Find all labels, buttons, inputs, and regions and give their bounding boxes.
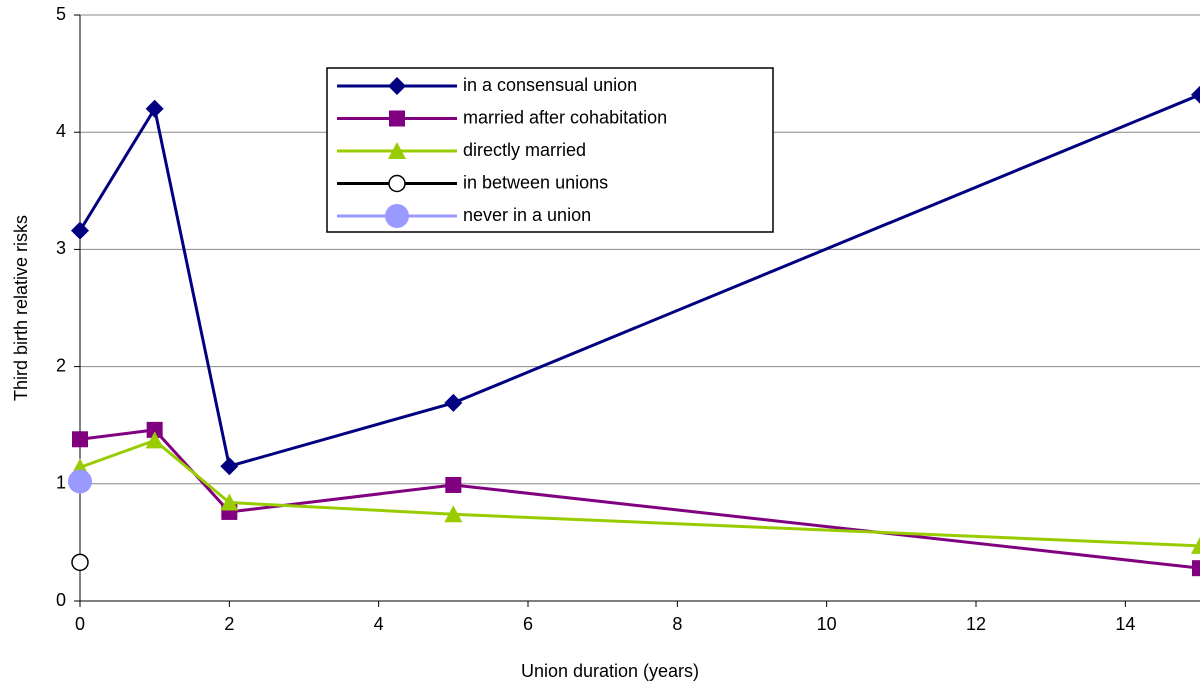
- legend-label: in between unions: [463, 172, 608, 192]
- marker: [1191, 85, 1200, 104]
- x-tick-label: 12: [966, 614, 986, 634]
- x-tick-label: 8: [672, 614, 682, 634]
- x-axis-label: Union duration (years): [521, 661, 699, 681]
- marker: [145, 431, 164, 449]
- y-tick-label: 1: [56, 473, 66, 493]
- marker: [444, 393, 463, 412]
- legend-marker: [388, 174, 406, 193]
- legend-marker: [388, 142, 406, 159]
- y-tick-label: 3: [56, 238, 66, 258]
- x-tick-label: 6: [523, 614, 533, 634]
- marker: [145, 99, 164, 118]
- marker: [220, 493, 239, 511]
- marker: [146, 421, 163, 438]
- marker: [71, 553, 89, 572]
- legend-marker: [388, 77, 406, 95]
- legend-label: never in a union: [463, 205, 591, 225]
- legend-label: in a consensual union: [463, 75, 637, 95]
- legend-marker: [385, 204, 409, 228]
- y-tick-label: 4: [56, 121, 66, 141]
- marker: [1191, 536, 1200, 554]
- y-tick-label: 5: [56, 4, 66, 24]
- y-tick-label: 2: [56, 355, 66, 375]
- x-tick-label: 10: [817, 614, 837, 634]
- series-line: [79, 438, 1200, 548]
- x-tick-label: 4: [374, 614, 384, 634]
- y-axis-label: Third birth relative risks: [11, 215, 31, 401]
- marker: [68, 469, 92, 494]
- marker: [72, 431, 88, 448]
- legend-label: married after cohabitation: [463, 107, 667, 127]
- marker: [445, 476, 462, 493]
- y-tick-label: 0: [56, 590, 66, 610]
- x-tick-label: 2: [224, 614, 234, 634]
- marker: [444, 505, 463, 523]
- x-tick-label: 14: [1115, 614, 1135, 634]
- marker: [1192, 560, 1200, 577]
- legend-marker: [389, 110, 405, 127]
- marker: [71, 221, 89, 240]
- legend-label: directly married: [463, 140, 586, 160]
- series-line: [79, 428, 1200, 570]
- plot: [68, 85, 1200, 577]
- marker: [220, 457, 239, 476]
- x-tick-label: 0: [75, 614, 85, 634]
